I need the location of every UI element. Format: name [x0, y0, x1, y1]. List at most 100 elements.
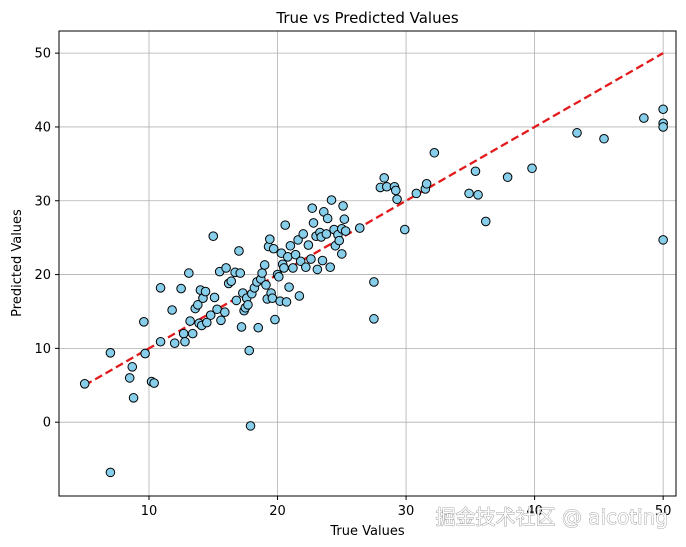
data-point: [473, 190, 483, 200]
watermark: 掘金技术社区 @ aicoting: [435, 505, 668, 529]
data-point: [527, 163, 537, 174]
data-point: [245, 421, 256, 431]
data-points: [79, 104, 668, 478]
x-tick-label: 40: [526, 504, 543, 519]
data-point: [268, 243, 279, 254]
x-tick-label: 20: [269, 504, 286, 519]
data-point: [307, 203, 318, 213]
data-point: [200, 286, 211, 297]
data-point: [658, 235, 668, 245]
data-point: [265, 234, 275, 244]
data-point: [308, 218, 319, 228]
data-point: [599, 133, 609, 144]
y-tick-label: 50: [34, 47, 51, 62]
data-point: [502, 172, 513, 182]
y-tick-label: 10: [34, 342, 51, 357]
data-point: [288, 263, 298, 273]
data-point: [176, 283, 186, 294]
plot-frame: [58, 30, 677, 497]
data-point: [208, 231, 219, 241]
x-axis-ticks: 10 20 30 40 50: [141, 496, 672, 519]
data-point: [322, 213, 333, 224]
data-point: [321, 229, 332, 239]
data-point: [257, 268, 267, 278]
data-point: [301, 262, 311, 272]
data-point: [231, 295, 242, 306]
data-point: [216, 315, 226, 326]
y-tick-label: 0: [43, 416, 51, 431]
data-point: [326, 195, 337, 205]
data-point: [226, 276, 237, 287]
data-point: [369, 277, 379, 287]
data-point: [369, 314, 379, 324]
data-point: [411, 188, 422, 199]
data-point: [243, 300, 253, 310]
data-point: [281, 297, 292, 307]
data-point: [639, 113, 649, 123]
data-point: [193, 300, 203, 310]
y-tick-label: 30: [34, 194, 51, 209]
data-point: [155, 283, 166, 293]
data-point: [180, 336, 190, 347]
data-point: [480, 216, 491, 227]
data-point: [312, 264, 323, 275]
data-point: [205, 310, 216, 320]
x-tick-label: 50: [655, 504, 672, 519]
data-point: [235, 268, 246, 278]
data-point: [429, 147, 440, 158]
data-point: [658, 104, 668, 115]
data-point: [253, 322, 264, 333]
y-axis-label: Predicted Values: [10, 209, 25, 317]
data-point: [464, 188, 474, 199]
data-point: [220, 307, 230, 318]
data-point: [295, 256, 306, 267]
data-point: [139, 317, 149, 327]
data-point: [336, 249, 347, 259]
data-point: [270, 314, 280, 325]
data-point: [306, 254, 316, 264]
data-point: [285, 240, 296, 251]
data-point: [303, 240, 314, 250]
y-axis-ticks: 0 10 20 30 40 50: [34, 47, 59, 431]
data-point: [339, 214, 350, 225]
data-point: [155, 336, 166, 347]
data-point: [340, 226, 351, 236]
data-point: [284, 282, 294, 292]
data-point: [127, 362, 138, 372]
data-point: [105, 467, 116, 478]
data-point: [244, 345, 255, 356]
data-point: [234, 246, 244, 256]
data-point: [280, 220, 291, 230]
data-point: [392, 194, 402, 205]
data-point: [274, 271, 284, 282]
data-point: [178, 328, 189, 339]
data-point: [185, 316, 195, 326]
data-point: [124, 373, 135, 383]
data-point: [334, 235, 345, 246]
data-point: [128, 393, 139, 403]
x-axis-label: True Values: [329, 524, 404, 539]
data-point: [184, 268, 194, 278]
data-point: [105, 348, 116, 358]
data-point: [421, 178, 432, 189]
data-point: [236, 322, 247, 332]
data-point: [294, 291, 305, 301]
data-point: [298, 229, 309, 239]
data-point: [149, 378, 159, 388]
y-tick-label: 40: [34, 120, 51, 135]
x-tick-label: 30: [398, 504, 415, 519]
data-point: [261, 280, 271, 290]
data-point: [202, 317, 212, 328]
data-point: [390, 185, 401, 196]
x-tick-label: 10: [141, 504, 158, 519]
y-tick-label: 20: [34, 268, 51, 283]
data-point: [169, 338, 180, 349]
data-point: [338, 201, 348, 211]
grid-lines: [59, 31, 676, 496]
data-point: [209, 292, 220, 303]
data-point: [317, 255, 328, 266]
data-point: [167, 305, 177, 315]
data-point: [572, 128, 582, 138]
